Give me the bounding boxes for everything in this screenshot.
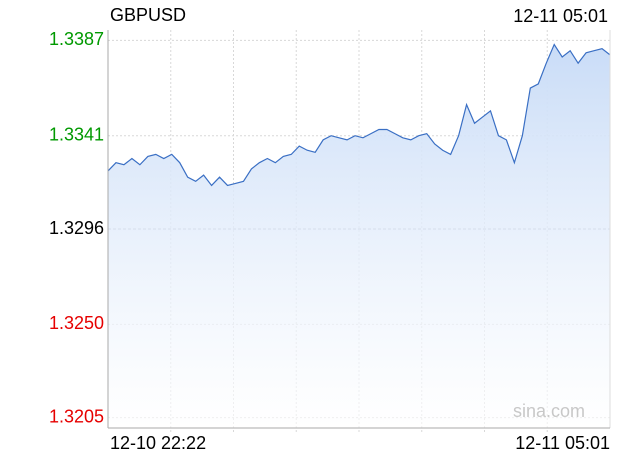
watermark: sina.com [513,401,585,421]
chart-title: GBPUSD [110,5,186,25]
area [108,44,610,429]
x-tick-label: 12-11 05:01 [515,433,610,453]
y-tick-label: 1.3250 [49,313,104,333]
price-line [107,43,611,187]
update-time: 12-11 05:01 [513,6,608,26]
y-tick-label: 1.3341 [49,124,104,144]
x-tick-label: 12-10 22:22 [110,433,206,453]
y-tick-label: 1.3296 [49,218,104,238]
y-tick-label: 1.3387 [49,29,104,49]
y-tick-label: 1.3205 [49,406,104,426]
